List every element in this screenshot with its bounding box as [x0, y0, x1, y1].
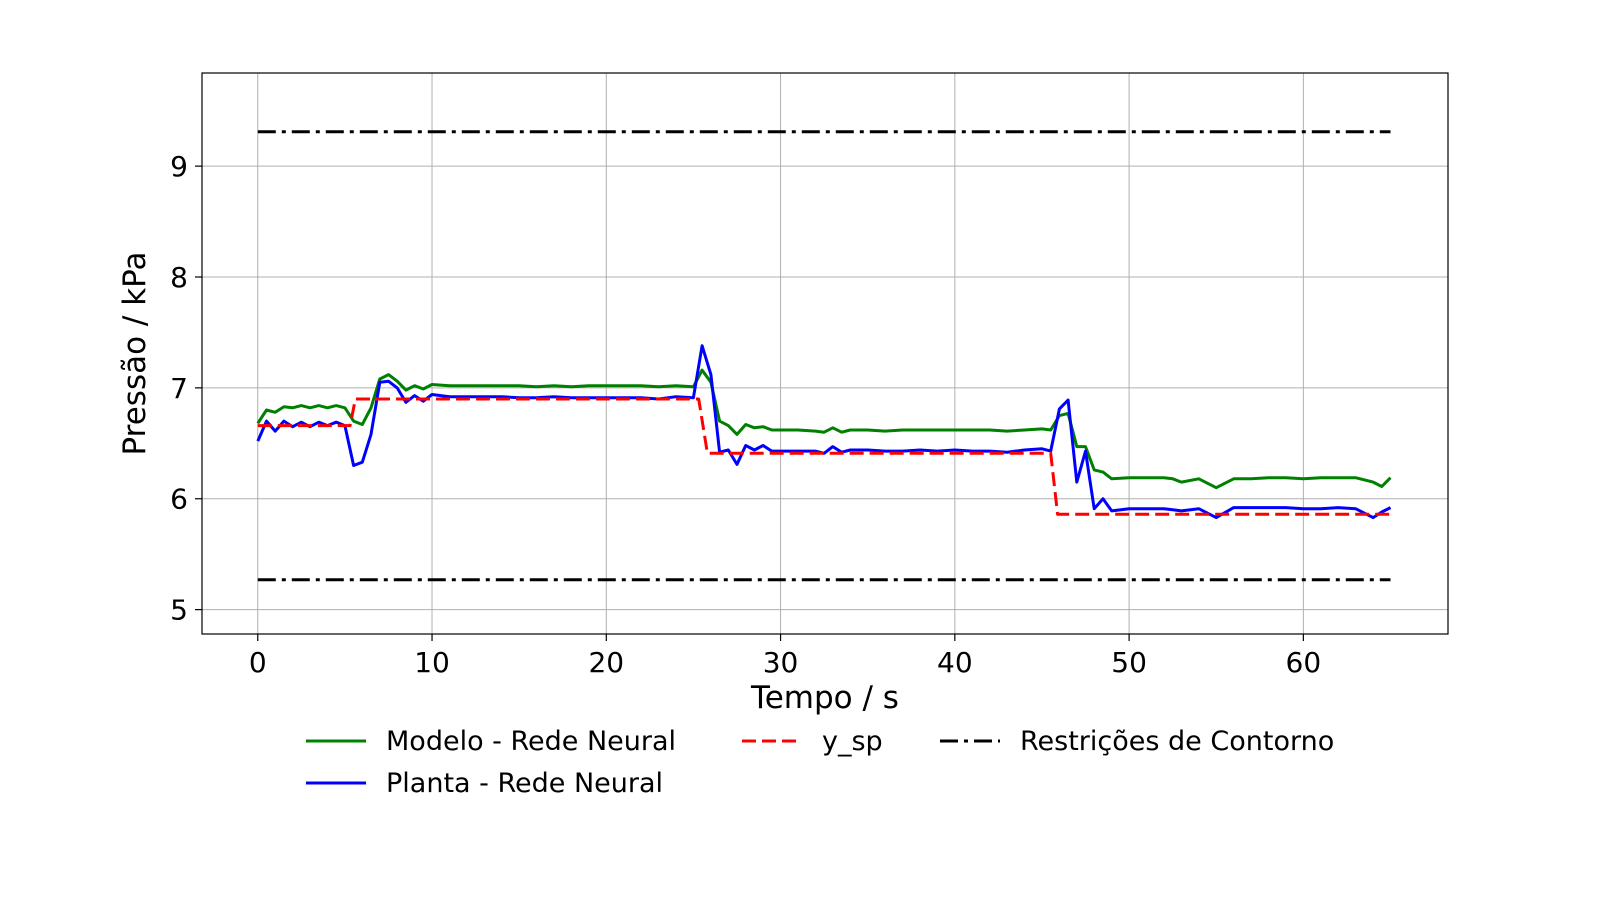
x-axis-label: Tempo / s — [750, 680, 899, 716]
series-layer — [256, 130, 1392, 582]
x-tick-label: 0 — [249, 646, 267, 679]
legend: Modelo - Rede Neural Planta - Rede Neural… — [306, 726, 1334, 799]
legend-label-modelo-rede-neural: Modelo - Rede Neural — [386, 726, 676, 757]
y-axis-label: Pressão / kPa — [117, 252, 153, 456]
legend-label-y-sp: y_sp — [822, 726, 883, 757]
y-tick-label: 6 — [170, 483, 188, 516]
grid — [202, 73, 1448, 634]
legend-label-restricoes-de-contorno: Restrições de Contorno — [1020, 726, 1334, 757]
legend-label-planta-rede-neural: Planta - Rede Neural — [386, 768, 663, 799]
y-tick-label: 7 — [170, 372, 188, 405]
series-line-modelo-rede-neural-0 — [256, 368, 1392, 490]
y-tick-label: 5 — [170, 594, 188, 627]
series-line-planta-rede-neural-1 — [256, 344, 1392, 520]
x-tick-label: 10 — [414, 646, 450, 679]
plot-frame — [201, 72, 1449, 635]
series-line-y-sp-2 — [257, 397, 1391, 516]
x-tick-label: 50 — [1111, 646, 1147, 679]
y-tick-label: 9 — [170, 150, 188, 183]
y-tick-label: 8 — [170, 261, 188, 294]
x-tick-label: 20 — [588, 646, 624, 679]
x-tick-label: 40 — [937, 646, 973, 679]
x-tick-label: 30 — [763, 646, 799, 679]
ticks: 0 10 20 30 40 50 60 5 6 7 8 9 — [170, 150, 1321, 679]
x-tick-label: 60 — [1286, 646, 1322, 679]
